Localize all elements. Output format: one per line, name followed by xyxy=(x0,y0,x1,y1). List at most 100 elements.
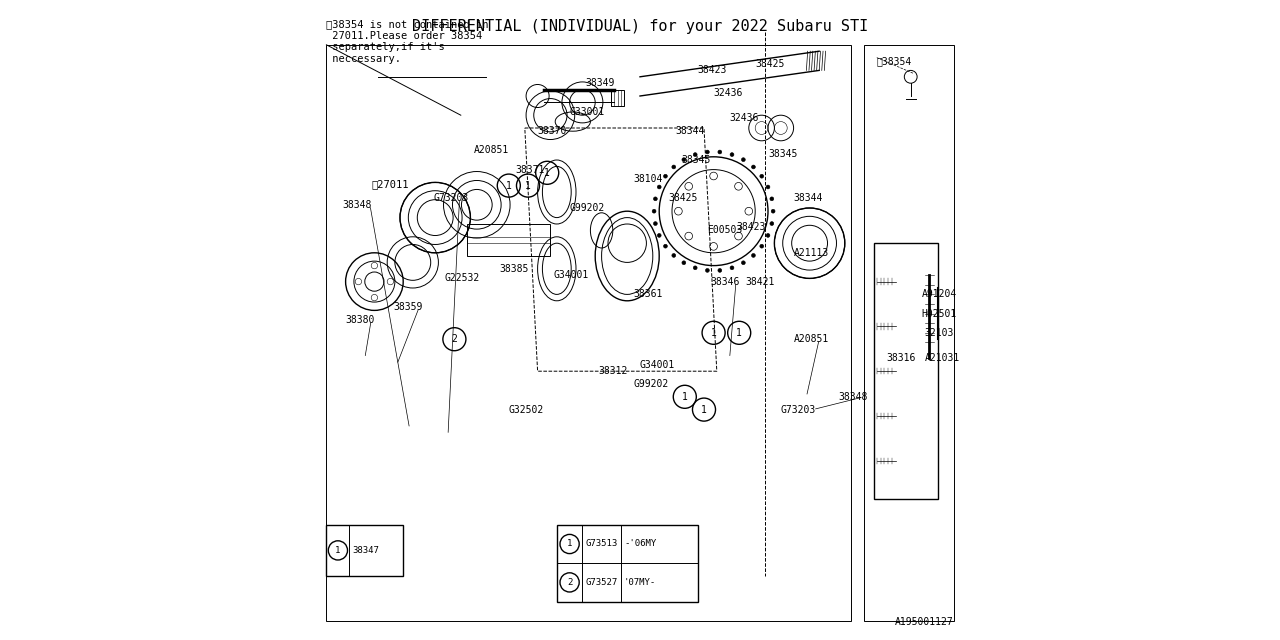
Circle shape xyxy=(769,221,773,225)
Text: 38344: 38344 xyxy=(794,193,823,204)
Text: 1: 1 xyxy=(736,328,742,338)
Text: 38346: 38346 xyxy=(710,276,740,287)
Text: 32436: 32436 xyxy=(714,88,742,98)
Text: 38347: 38347 xyxy=(352,546,379,555)
Circle shape xyxy=(760,244,764,248)
Text: G73513: G73513 xyxy=(585,540,618,548)
Circle shape xyxy=(741,157,745,161)
Text: 38370: 38370 xyxy=(538,126,567,136)
Circle shape xyxy=(718,268,722,272)
Circle shape xyxy=(654,197,658,201)
Text: 1: 1 xyxy=(335,546,340,555)
Text: 38348: 38348 xyxy=(343,200,371,210)
Circle shape xyxy=(718,150,722,154)
Circle shape xyxy=(741,261,745,265)
Bar xyxy=(326,525,403,576)
Text: G22532: G22532 xyxy=(445,273,480,284)
Text: G99202: G99202 xyxy=(570,203,605,213)
Circle shape xyxy=(694,153,698,157)
Text: 38361: 38361 xyxy=(634,289,663,300)
Circle shape xyxy=(658,234,662,237)
Text: 1: 1 xyxy=(701,404,707,415)
Text: 32436: 32436 xyxy=(730,113,759,124)
Circle shape xyxy=(751,253,755,257)
Text: 38316: 38316 xyxy=(886,353,915,364)
Bar xyxy=(612,90,625,106)
Circle shape xyxy=(654,221,658,225)
Text: 38345: 38345 xyxy=(681,155,710,165)
Text: 1: 1 xyxy=(567,540,572,548)
Text: 1: 1 xyxy=(710,328,717,338)
Text: '07MY-: '07MY- xyxy=(625,578,657,587)
Circle shape xyxy=(705,268,709,272)
Text: 38423: 38423 xyxy=(736,222,765,232)
Text: G34001: G34001 xyxy=(640,360,676,370)
Text: G73203: G73203 xyxy=(434,193,470,204)
Text: 38421: 38421 xyxy=(745,276,774,287)
Circle shape xyxy=(730,266,733,269)
Text: A91204: A91204 xyxy=(922,289,957,300)
Circle shape xyxy=(730,153,733,157)
Circle shape xyxy=(765,185,769,189)
Text: A21113: A21113 xyxy=(794,248,829,258)
Circle shape xyxy=(658,185,662,189)
Text: 38425: 38425 xyxy=(668,193,698,204)
Bar xyxy=(874,243,937,499)
Text: 1: 1 xyxy=(544,168,550,178)
Text: 38371: 38371 xyxy=(516,164,544,175)
Text: G73527: G73527 xyxy=(585,578,618,587)
Text: 38359: 38359 xyxy=(394,302,422,312)
Text: G99202: G99202 xyxy=(634,379,669,389)
Bar xyxy=(557,525,698,602)
Text: 32103: 32103 xyxy=(924,328,954,338)
Bar xyxy=(467,224,550,256)
Circle shape xyxy=(751,165,755,169)
Text: 38312: 38312 xyxy=(599,366,627,376)
Text: 38345: 38345 xyxy=(768,148,797,159)
Text: ※27011: ※27011 xyxy=(371,179,408,189)
Circle shape xyxy=(705,150,709,154)
Text: 38385: 38385 xyxy=(499,264,529,274)
Circle shape xyxy=(760,174,764,178)
Circle shape xyxy=(765,234,769,237)
Circle shape xyxy=(672,165,676,169)
Text: DIFFERENTIAL (INDIVIDUAL) for your 2022 Subaru STI: DIFFERENTIAL (INDIVIDUAL) for your 2022 … xyxy=(412,19,868,34)
Text: A21031: A21031 xyxy=(924,353,960,364)
Text: 38425: 38425 xyxy=(755,59,785,69)
Bar xyxy=(864,45,954,621)
Text: ※38354: ※38354 xyxy=(877,56,913,66)
Circle shape xyxy=(694,266,698,269)
Circle shape xyxy=(663,244,667,248)
Text: H02501: H02501 xyxy=(922,308,957,319)
Text: 38349: 38349 xyxy=(585,78,614,88)
Circle shape xyxy=(682,261,686,265)
Text: 38380: 38380 xyxy=(346,315,375,325)
Bar xyxy=(467,237,550,243)
Circle shape xyxy=(769,197,773,201)
Text: A20851: A20851 xyxy=(794,334,829,344)
Text: 2: 2 xyxy=(452,334,457,344)
Text: 1: 1 xyxy=(682,392,687,402)
Text: 38423: 38423 xyxy=(698,65,727,76)
Text: 2: 2 xyxy=(567,578,572,587)
Circle shape xyxy=(663,174,667,178)
Text: G32502: G32502 xyxy=(508,404,544,415)
Text: 1: 1 xyxy=(525,180,531,191)
Text: G34001: G34001 xyxy=(554,270,589,280)
Text: 1: 1 xyxy=(506,180,512,191)
Text: A195001127: A195001127 xyxy=(895,617,954,627)
Circle shape xyxy=(682,157,686,161)
Circle shape xyxy=(672,253,676,257)
Circle shape xyxy=(771,209,776,213)
Text: A20851: A20851 xyxy=(474,145,509,156)
Text: G73203: G73203 xyxy=(781,404,817,415)
Circle shape xyxy=(653,209,657,213)
Bar xyxy=(326,45,851,621)
Text: ※38354 is not contained in
 27011.Please order 38354
 separately,if it's
 necces: ※38354 is not contained in 27011.Please … xyxy=(326,19,489,64)
Text: G33001: G33001 xyxy=(570,107,605,117)
Text: E00503: E00503 xyxy=(708,225,742,236)
Text: 38348: 38348 xyxy=(838,392,868,402)
Text: -'06MY: -'06MY xyxy=(625,540,657,548)
Text: 38344: 38344 xyxy=(676,126,704,136)
Text: 38104: 38104 xyxy=(634,174,663,184)
